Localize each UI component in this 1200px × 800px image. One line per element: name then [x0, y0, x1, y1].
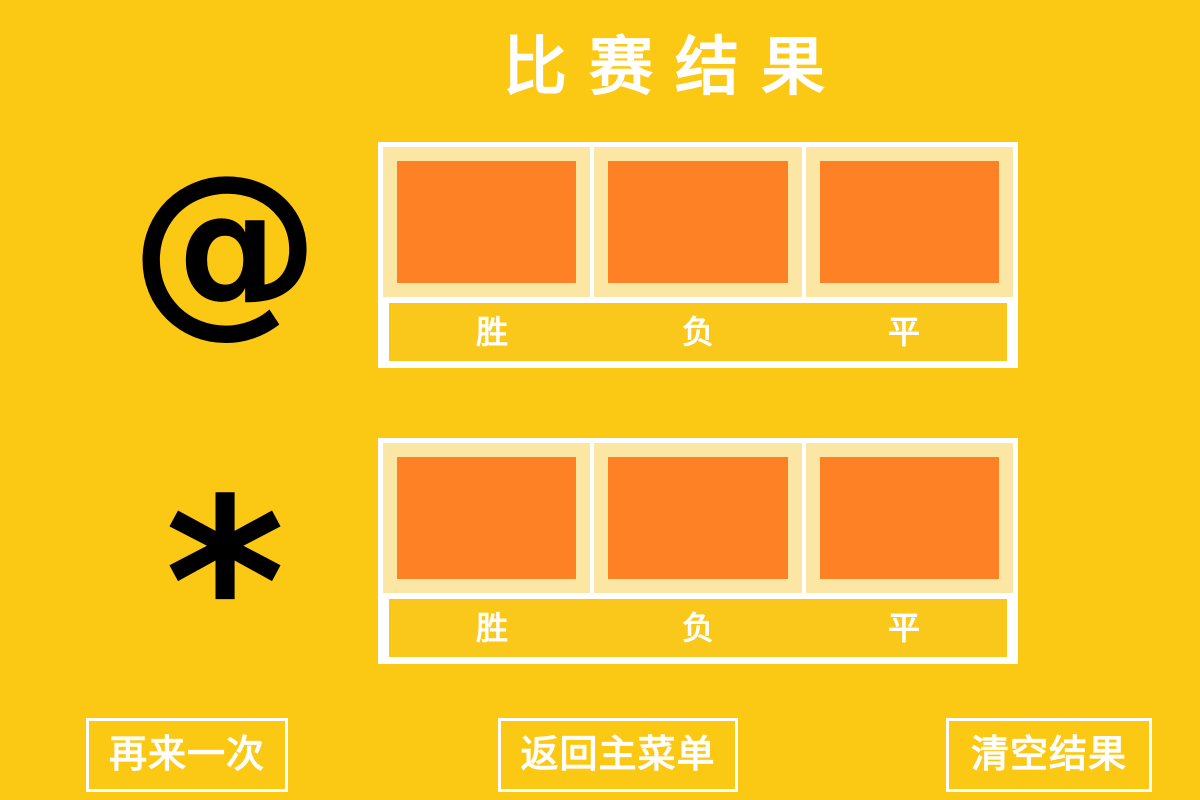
losses-label: 负	[681, 609, 714, 647]
wins-cell	[383, 147, 595, 297]
losses-cell	[594, 443, 806, 593]
result-labels: 胜 负 平	[389, 303, 1007, 361]
draws-label: 平	[887, 313, 920, 351]
draws-label: 平	[887, 609, 920, 647]
wins-label: 胜	[475, 609, 508, 647]
result-cells	[383, 147, 1013, 297]
wins-value-box	[397, 457, 577, 579]
wins-label: 胜	[475, 313, 508, 351]
results-panel-player-1: 胜 负 平	[378, 142, 1018, 368]
page-title: 比赛结果	[503, 31, 847, 105]
losses-cell	[594, 147, 806, 297]
wins-value-box	[397, 161, 577, 283]
losses-label: 负	[681, 313, 714, 351]
result-cells	[383, 443, 1013, 593]
player-symbol-at: @	[130, 134, 320, 355]
main-menu-button[interactable]: 返回主菜单	[498, 718, 738, 792]
draws-cell	[805, 443, 1013, 593]
play-again-button[interactable]: 再来一次	[86, 718, 288, 792]
draws-value-box	[819, 457, 999, 579]
draws-value-box	[819, 161, 999, 283]
clear-results-button[interactable]: 清空结果	[946, 718, 1152, 792]
results-panel-player-2: 胜 负 平	[378, 438, 1018, 664]
losses-value-box	[608, 457, 788, 579]
result-labels: 胜 负 平	[389, 599, 1007, 657]
draws-cell	[805, 147, 1013, 297]
losses-value-box	[608, 161, 788, 283]
player-symbol-asterisk: *	[164, 451, 286, 718]
wins-cell	[383, 443, 595, 593]
